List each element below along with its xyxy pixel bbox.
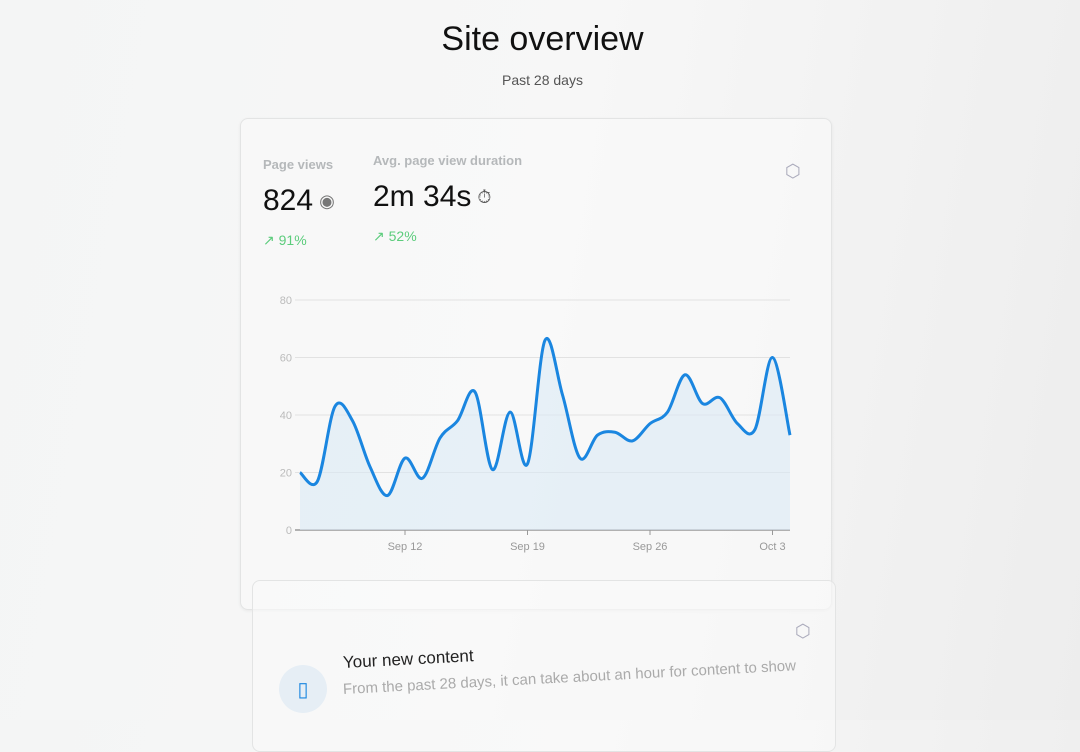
x-tick-label: Oct 3 [759, 541, 785, 553]
y-tick-label: 20 [280, 468, 292, 480]
new-content-card: ⬡ ▯ Your new content From the past 28 da… [252, 580, 836, 752]
document-icon: ▯ [279, 665, 327, 713]
y-tick-label: 80 [280, 295, 292, 307]
learn-icon[interactable]: ⬡ [795, 621, 811, 642]
x-tick-label: Sep 12 [388, 541, 423, 553]
y-tick-label: 0 [286, 525, 292, 537]
content-title: Your new content [342, 646, 474, 673]
y-tick-label: 60 [280, 353, 292, 365]
y-tick-label: 40 [280, 410, 292, 422]
x-tick-label: Sep 26 [633, 541, 668, 553]
x-tick-label: Sep 19 [510, 541, 545, 553]
area-fill [300, 338, 790, 530]
